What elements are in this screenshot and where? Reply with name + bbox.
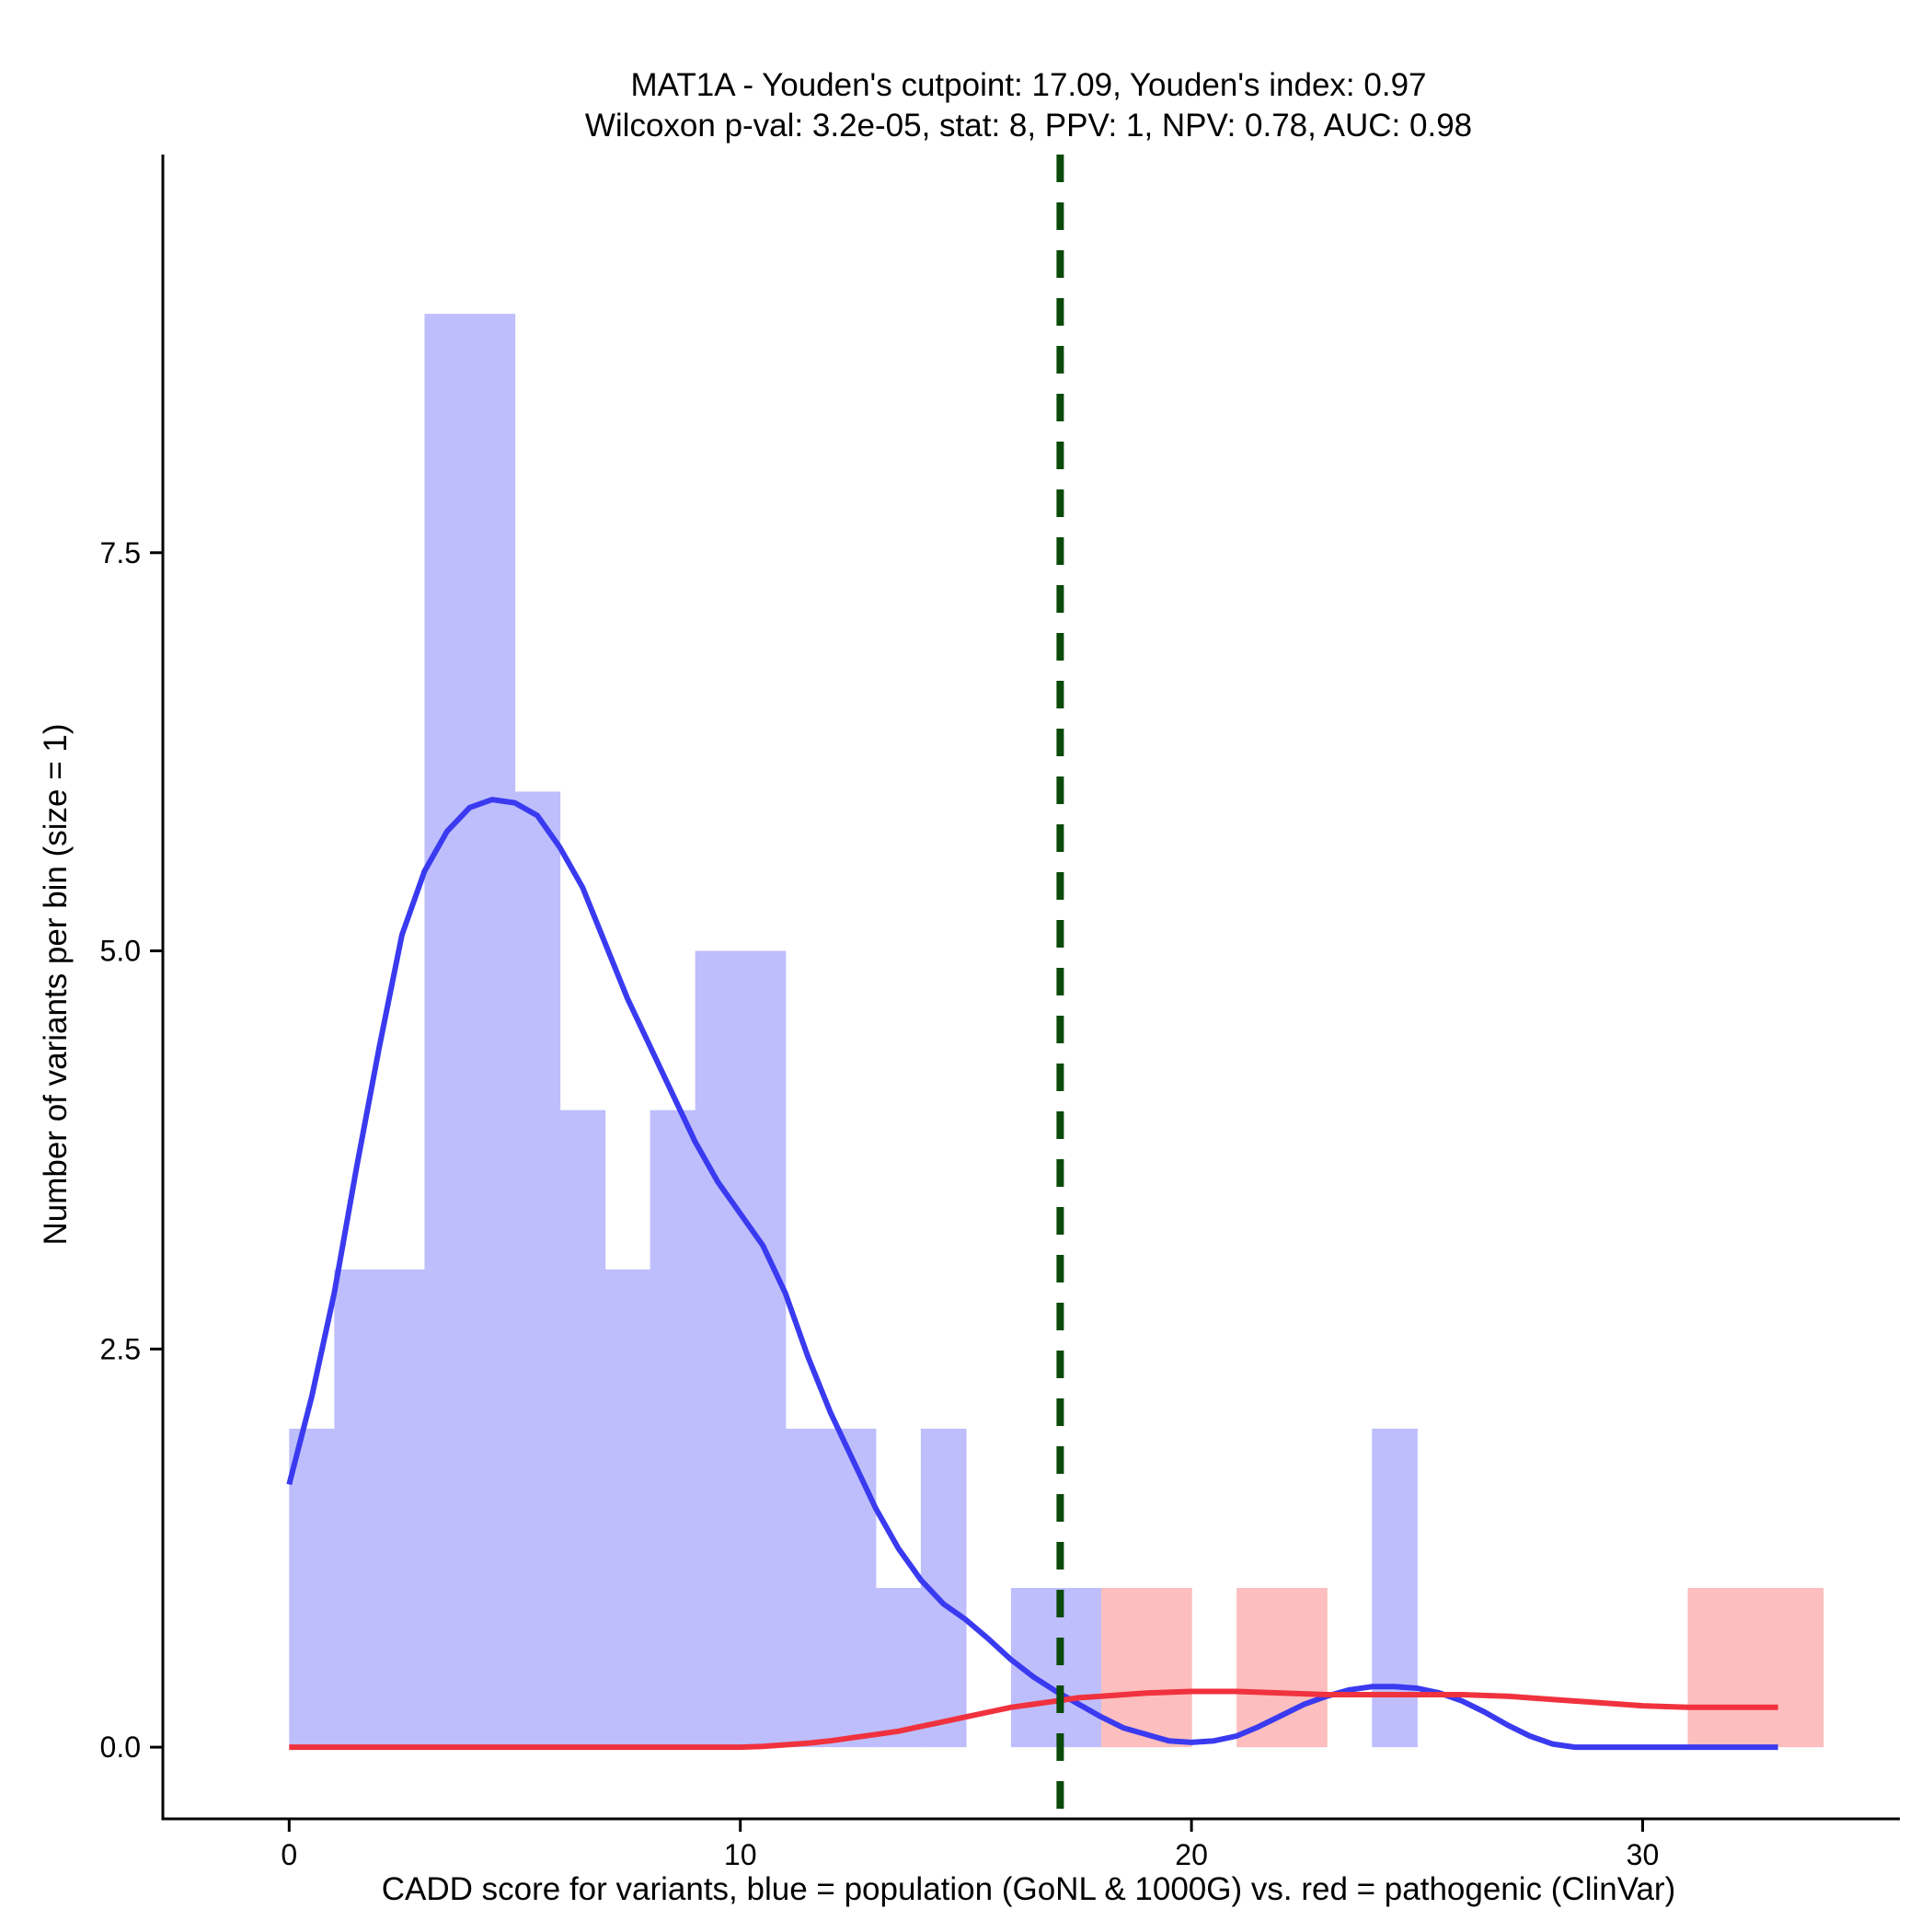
y-tick-label: 5.0 (100, 935, 141, 968)
y-axis-label: Number of variants per bin (size = 1) (38, 723, 74, 1245)
pathogenic-bar-3 (1282, 1587, 1328, 1748)
population-bar-8 (650, 1110, 696, 1748)
pathogenic-bar-1 (1146, 1587, 1192, 1748)
pathogenic-bar-5 (1732, 1587, 1779, 1748)
population-bar-17 (1372, 1428, 1418, 1748)
x-tick-label: 30 (1627, 1838, 1660, 1871)
population-bar-0 (289, 1428, 335, 1748)
x-tick-label: 20 (1175, 1838, 1208, 1871)
x-axis-ticks: 0 10 20 30 (281, 1819, 1659, 1871)
y-tick-label: 7.5 (100, 536, 141, 569)
population-bar-3 (424, 314, 471, 1748)
population-bar-1 (334, 1269, 380, 1748)
density-curves (286, 797, 1778, 1751)
population-bar-9 (695, 950, 742, 1748)
y-tick-label: 2.5 (100, 1332, 141, 1365)
pathogenic-density-line (289, 1688, 1778, 1751)
pathogenic-bar-4 (1687, 1587, 1734, 1748)
x-tick-label: 10 (724, 1838, 757, 1871)
pathogenic-bar-6 (1777, 1587, 1824, 1748)
y-tick-label: 0.0 (100, 1731, 141, 1764)
population-bar-4 (469, 314, 516, 1748)
population-bar-7 (604, 1269, 651, 1748)
population-bar-2 (379, 1269, 426, 1748)
population-bar-6 (559, 1110, 606, 1748)
x-axis-label: CADD score for variants, blue = populati… (382, 1871, 1676, 1907)
population-density-line (286, 797, 1778, 1751)
population-bar-5 (514, 791, 561, 1748)
histogram-bars (289, 314, 1824, 1748)
chart-title-line-2: Wilcoxon p-val: 3.2e-05, stat: 8, PPV: 1… (585, 108, 1472, 144)
population-bar-13 (875, 1587, 922, 1748)
axes (161, 155, 1900, 1821)
x-tick-label: 0 (281, 1838, 297, 1871)
y-axis-ticks: 0.0 2.5 5.0 7.5 (100, 536, 163, 1764)
population-bar-11 (785, 1428, 832, 1748)
chart-title-line-1: MAT1A - Youden's cutpoint: 17.09, Youden… (630, 67, 1426, 103)
population-bar-10 (740, 950, 787, 1748)
population-bar-12 (830, 1428, 877, 1748)
